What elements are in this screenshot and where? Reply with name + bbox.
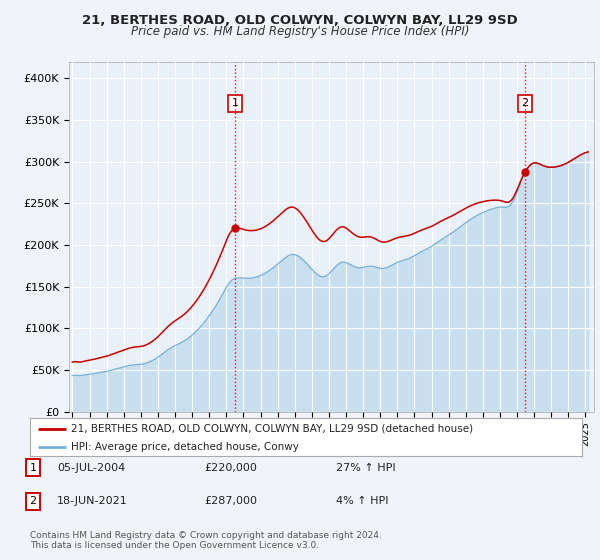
Text: 2: 2 [521, 98, 529, 108]
Text: £220,000: £220,000 [204, 463, 257, 473]
Text: 2: 2 [29, 496, 37, 506]
Text: HPI: Average price, detached house, Conwy: HPI: Average price, detached house, Conw… [71, 442, 299, 452]
Text: 21, BERTHES ROAD, OLD COLWYN, COLWYN BAY, LL29 9SD: 21, BERTHES ROAD, OLD COLWYN, COLWYN BAY… [82, 14, 518, 27]
Text: 1: 1 [29, 463, 37, 473]
Text: 05-JUL-2004: 05-JUL-2004 [57, 463, 125, 473]
Text: 27% ↑ HPI: 27% ↑ HPI [336, 463, 395, 473]
Text: £287,000: £287,000 [204, 496, 257, 506]
Text: Price paid vs. HM Land Registry's House Price Index (HPI): Price paid vs. HM Land Registry's House … [131, 25, 469, 38]
Text: 4% ↑ HPI: 4% ↑ HPI [336, 496, 389, 506]
Text: 18-JUN-2021: 18-JUN-2021 [57, 496, 128, 506]
Text: Contains HM Land Registry data © Crown copyright and database right 2024.: Contains HM Land Registry data © Crown c… [30, 531, 382, 540]
Text: 21, BERTHES ROAD, OLD COLWYN, COLWYN BAY, LL29 9SD (detached house): 21, BERTHES ROAD, OLD COLWYN, COLWYN BAY… [71, 424, 473, 434]
Text: 1: 1 [232, 98, 238, 108]
Text: This data is licensed under the Open Government Licence v3.0.: This data is licensed under the Open Gov… [30, 541, 319, 550]
